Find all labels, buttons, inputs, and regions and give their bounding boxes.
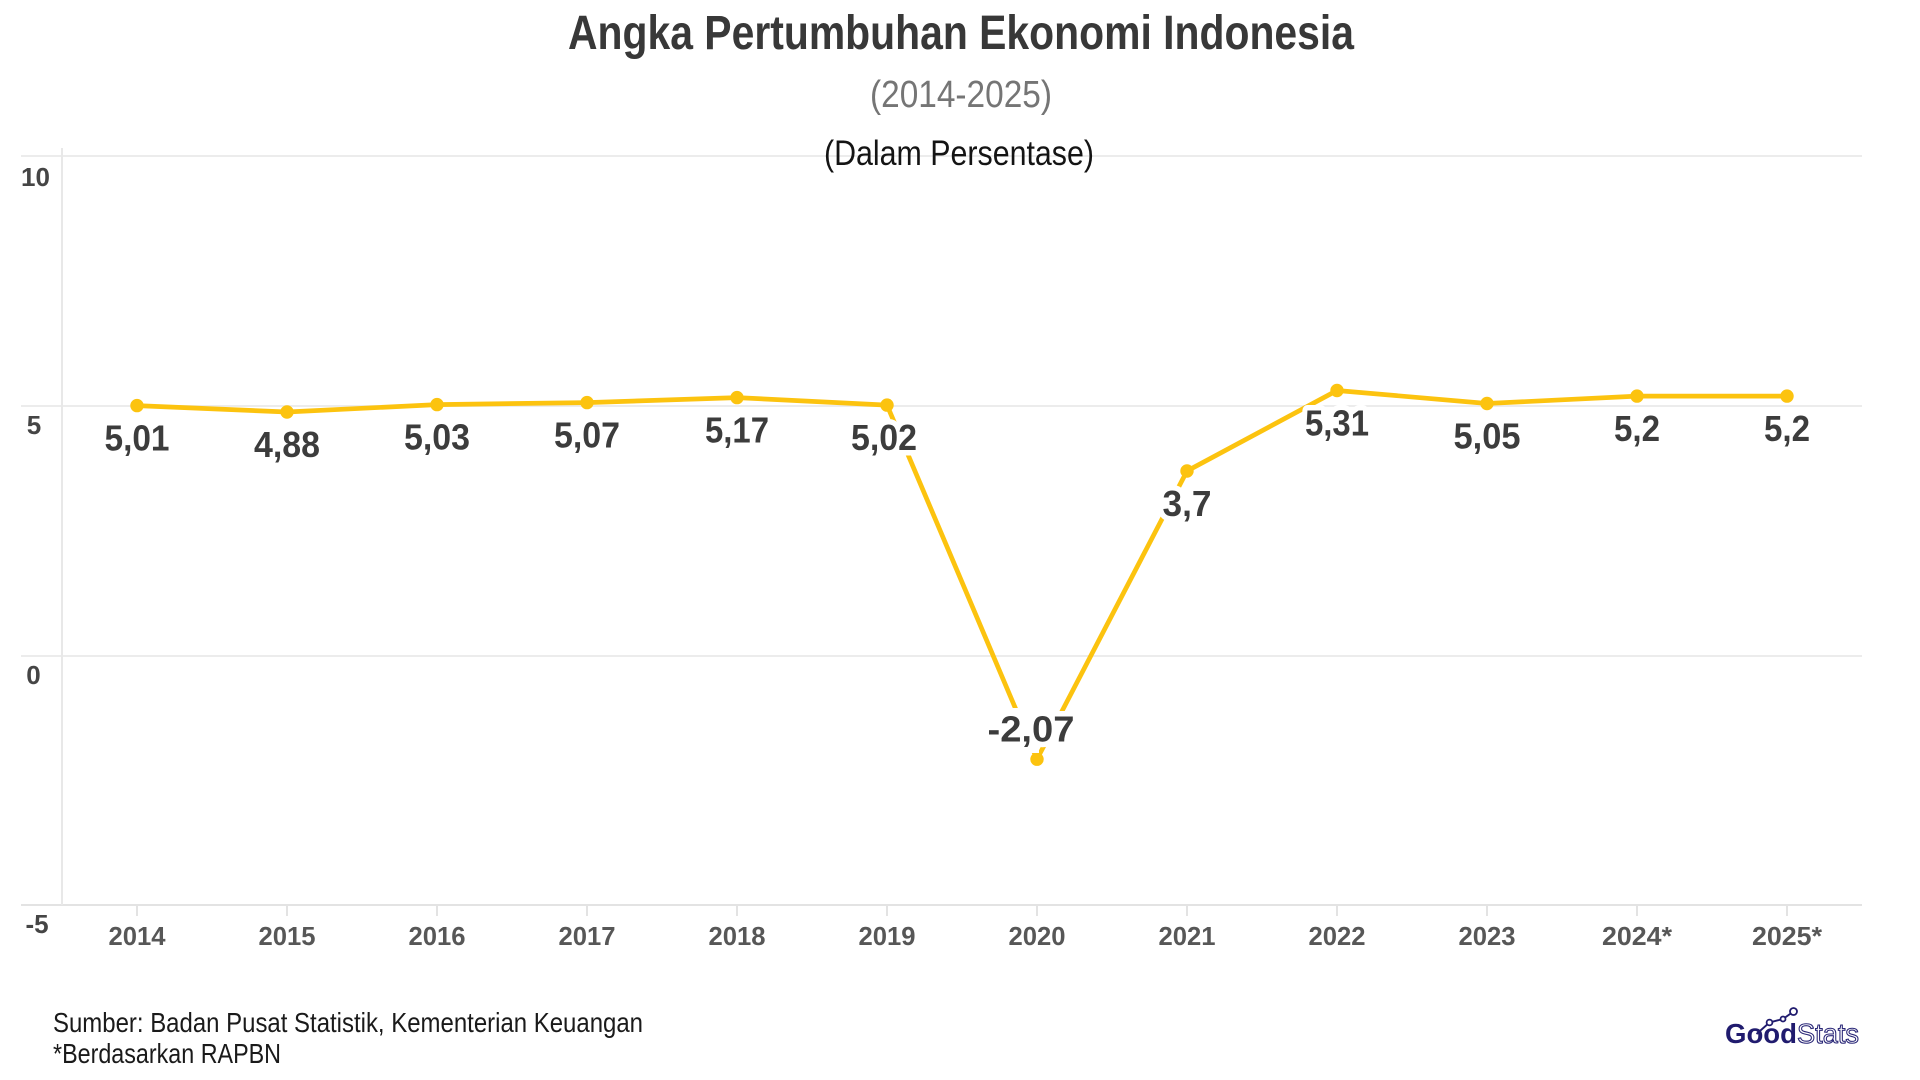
svg-text:5,05: 5,05 (1454, 416, 1521, 457)
svg-text:Angka Pertumbuhan Ekonomi Indo: Angka Pertumbuhan Ekonomi Indonesia (568, 7, 1354, 60)
svg-text:2020: 2020 (1009, 921, 1066, 951)
svg-text:10: 10 (21, 162, 50, 192)
svg-text:-2,07: -2,07 (988, 709, 1075, 750)
svg-text:*Berdasarkan RAPBN: *Berdasarkan RAPBN (53, 1038, 281, 1069)
svg-text:2022: 2022 (1309, 921, 1366, 951)
svg-text:2019: 2019 (859, 921, 916, 951)
svg-text:5,2: 5,2 (1614, 408, 1660, 449)
svg-text:2024*: 2024* (1602, 921, 1673, 951)
svg-text:2021: 2021 (1159, 921, 1216, 951)
svg-text:-5: -5 (25, 909, 48, 939)
svg-text:2023: 2023 (1459, 921, 1516, 951)
svg-text:5,01: 5,01 (105, 418, 170, 459)
svg-text:2015: 2015 (259, 921, 316, 951)
svg-text:Stats: Stats (1797, 1018, 1859, 1049)
svg-text:0: 0 (26, 660, 40, 690)
svg-text:5,17: 5,17 (705, 410, 769, 451)
svg-text:5,31: 5,31 (1305, 403, 1369, 444)
svg-text:5,02: 5,02 (851, 417, 917, 458)
svg-text:2016: 2016 (409, 921, 466, 951)
svg-text:3,7: 3,7 (1163, 483, 1212, 524)
svg-text:5,2: 5,2 (1764, 408, 1810, 449)
svg-text:5,03: 5,03 (404, 417, 470, 458)
svg-text:5,07: 5,07 (554, 415, 620, 456)
svg-text:(2014-2025): (2014-2025) (870, 74, 1052, 116)
svg-text:2025*: 2025* (1752, 921, 1823, 951)
svg-text:2018: 2018 (709, 921, 766, 951)
svg-text:4,88: 4,88 (254, 424, 320, 465)
svg-text:2017: 2017 (559, 921, 616, 951)
svg-text:Good: Good (1725, 1018, 1797, 1049)
svg-text:2014: 2014 (109, 921, 167, 951)
svg-text:(Dalam Persentase): (Dalam Persentase) (824, 134, 1094, 173)
svg-text:Sumber: Badan Pusat Statistik,: Sumber: Badan Pusat Statistik, Kementeri… (53, 1007, 643, 1038)
svg-text:5: 5 (27, 410, 41, 440)
